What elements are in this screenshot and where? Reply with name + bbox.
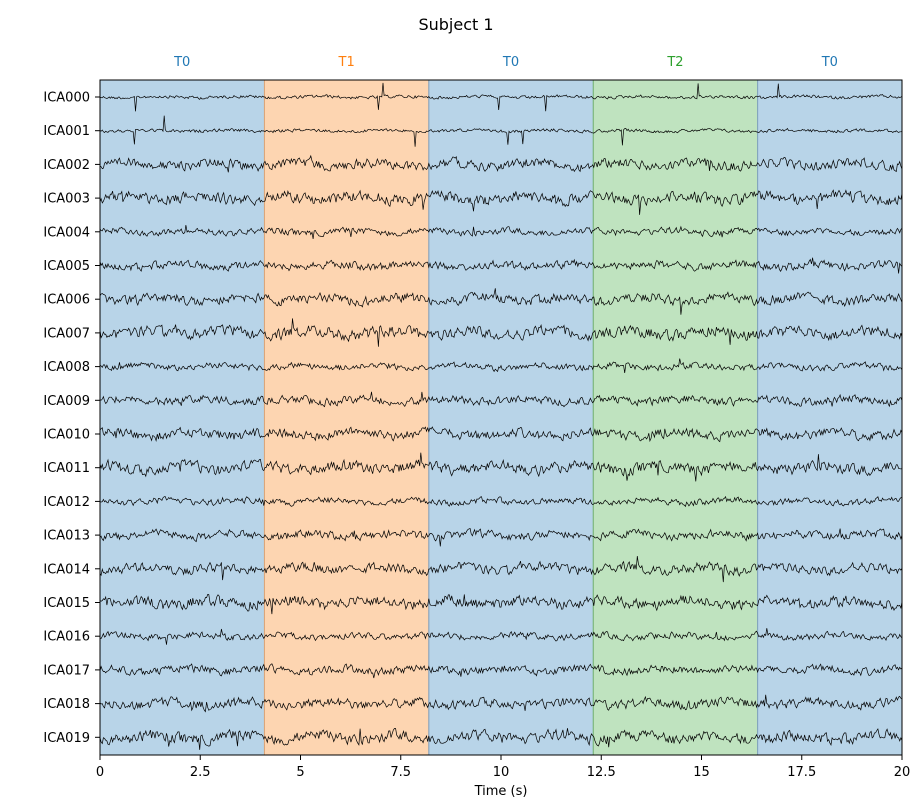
segment-4-label: T0 — [821, 55, 838, 70]
x-tick-label-5: 12.5 — [587, 765, 616, 780]
segment-1-background — [264, 80, 429, 755]
y-tick-label-ICA011: ICA011 — [43, 461, 90, 476]
trace-ICA004 — [99, 224, 903, 239]
y-tick-label-ICA010: ICA010 — [43, 428, 90, 443]
y-axis: ICA000 ICA001 ICA002 ICA003 ICA004 ICA005 ICA0… — [43, 91, 100, 746]
y-tick-label-ICA002: ICA002 — [43, 158, 90, 173]
y-tick-label-ICA001: ICA001 — [43, 124, 90, 139]
y-tick-label-ICA008: ICA008 — [43, 360, 90, 375]
segment-2-label: T0 — [502, 55, 519, 70]
x-tick-label-8: 20 — [894, 765, 911, 780]
y-tick-label-ICA015: ICA015 — [43, 596, 90, 611]
segment-labels: T0 T1 T0 T2 T0 — [173, 55, 838, 70]
segment-3-background — [593, 80, 758, 755]
trace-ICA015 — [99, 594, 903, 615]
channel-traces — [99, 82, 903, 750]
y-tick-label-ICA013: ICA013 — [43, 529, 90, 544]
x-tick-label-7: 17.5 — [787, 765, 816, 780]
y-tick-label-ICA005: ICA005 — [43, 259, 90, 274]
trace-ICA012 — [99, 495, 903, 508]
x-tick-label-6: 15 — [693, 765, 710, 780]
y-tick-label-ICA019: ICA019 — [43, 731, 90, 746]
y-tick-label-ICA017: ICA017 — [43, 663, 90, 678]
trace-ICA011 — [99, 452, 903, 482]
trace-ICA006 — [99, 288, 903, 315]
x-tick-label-1: 2.5 — [190, 765, 211, 780]
segment-0-label: T0 — [173, 55, 190, 70]
x-tick-label-3: 7.5 — [390, 765, 411, 780]
segment-0-background — [100, 80, 265, 755]
y-tick-label-ICA012: ICA012 — [43, 495, 90, 510]
trace-ICA010 — [99, 426, 903, 443]
y-tick-label-ICA000: ICA000 — [43, 91, 90, 106]
y-tick-label-ICA007: ICA007 — [43, 326, 90, 341]
trace-ICA005 — [99, 257, 903, 274]
y-tick-label-ICA014: ICA014 — [43, 562, 90, 577]
y-tick-label-ICA018: ICA018 — [43, 697, 90, 712]
trace-ICA003 — [99, 189, 903, 215]
trace-ICA017 — [99, 663, 903, 679]
trace-ICA000 — [99, 82, 903, 112]
trace-ICA018 — [99, 694, 903, 713]
trace-ICA007 — [99, 318, 903, 347]
trace-ICA002 — [99, 154, 903, 173]
y-tick-label-ICA016: ICA016 — [43, 630, 90, 645]
x-axis-label: Time (s) — [474, 784, 528, 799]
segment-2-background — [428, 80, 594, 755]
x-tick-label-2: 5 — [296, 765, 304, 780]
segment-1-label: T1 — [338, 55, 355, 70]
trace-ICA013 — [99, 528, 903, 547]
x-tick-label-0: 0 — [96, 765, 104, 780]
y-tick-label-ICA006: ICA006 — [43, 293, 90, 308]
y-tick-label-ICA003: ICA003 — [43, 192, 90, 207]
y-tick-label-ICA004: ICA004 — [43, 225, 90, 240]
segment-3-label: T2 — [666, 55, 683, 70]
trace-ICA008 — [99, 358, 903, 373]
x-axis: 0 2.5 5 7.5 10 12.5 15 17.5 20 — [96, 755, 910, 780]
trace-ICA019 — [99, 728, 903, 750]
trace-ICA001 — [99, 115, 903, 147]
trace-ICA016 — [99, 628, 903, 645]
trace-ICA014 — [99, 555, 903, 583]
y-tick-label-ICA009: ICA009 — [43, 394, 90, 409]
segment-backgrounds — [100, 80, 902, 755]
x-tick-label-4: 10 — [493, 765, 510, 780]
chart-title: Subject 1 — [418, 15, 493, 34]
trace-ICA009 — [99, 391, 903, 408]
segment-4-background — [757, 80, 902, 755]
